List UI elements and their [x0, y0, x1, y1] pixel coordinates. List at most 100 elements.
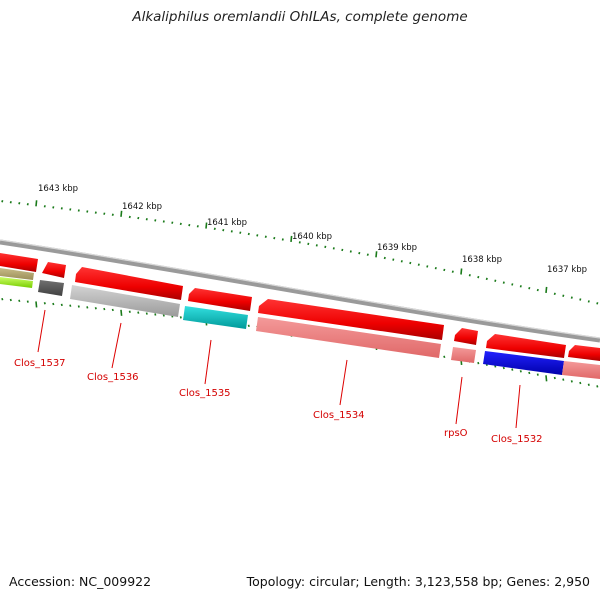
minor-tick [230, 230, 233, 233]
minor-tick [426, 265, 429, 268]
minor-tick [94, 211, 97, 214]
minor-tick [103, 307, 106, 311]
minor-tick [222, 228, 225, 232]
minor-tick [239, 231, 242, 234]
gene-label-clos-1536[interactable]: Clos_1536 [87, 372, 139, 383]
minor-tick [553, 292, 556, 296]
minor-tick [145, 312, 148, 315]
rna-feature-block[interactable] [451, 347, 476, 363]
minor-tick [341, 248, 344, 252]
minor-tick [26, 203, 29, 206]
cds-feature-arrow[interactable] [188, 288, 252, 311]
minor-tick [18, 202, 21, 205]
minor-tick [298, 241, 301, 244]
minor-tick [43, 301, 46, 305]
kbp-label-1643: 1643 kbp [38, 184, 78, 194]
minor-tick [494, 279, 497, 282]
kbp-label-1638: 1638 kbp [462, 255, 502, 265]
minor-tick [52, 206, 55, 209]
minor-tick [196, 225, 199, 228]
minor-tick [409, 261, 412, 265]
minor-tick [103, 212, 106, 215]
minor-tick [43, 205, 46, 208]
gene-leader-line [37, 309, 46, 353]
minor-tick [77, 305, 80, 308]
map-title: Alkaliphilus oremlandii OhILAs, complete… [132, 9, 468, 25]
minor-tick [60, 303, 63, 307]
minor-tick [349, 250, 352, 253]
gene-label-clos-1537[interactable]: Clos_1537 [14, 358, 66, 369]
cog-feature-block[interactable] [483, 351, 564, 375]
minor-tick [477, 361, 480, 365]
gene-label-clos-1532[interactable]: Clos_1532 [491, 434, 543, 445]
minor-tick [111, 213, 114, 216]
minor-tick [519, 285, 522, 288]
gene-leader-line [339, 359, 348, 406]
cds-feature-arrow[interactable] [42, 262, 66, 278]
minor-tick [162, 220, 165, 223]
major-tick [120, 309, 123, 316]
minor-tick [511, 283, 514, 286]
minor-tick [579, 381, 582, 385]
outer-scale-ticks [1, 200, 599, 305]
minor-tick [171, 221, 174, 224]
minor-tick [519, 370, 522, 373]
gene-label-rpso[interactable]: rpsO [444, 428, 468, 439]
minor-tick [596, 302, 599, 305]
minor-tick [502, 366, 505, 370]
minor-tick [18, 299, 21, 303]
minor-tick [570, 296, 573, 299]
gene-leader-line [515, 384, 521, 429]
inner-feature-track [0, 268, 600, 379]
cds-feature-arrow[interactable] [486, 334, 566, 358]
minor-tick [264, 235, 267, 238]
cds-feature-arrow[interactable] [258, 299, 444, 340]
genome-summary-text: Topology: circular; Length: 3,123,558 bp… [246, 574, 590, 589]
backbone-ring [0, 239, 600, 343]
minor-tick [86, 306, 89, 309]
minor-tick [562, 294, 565, 297]
minor-tick [128, 310, 131, 313]
minor-tick [324, 245, 327, 249]
major-tick [120, 210, 123, 217]
minor-tick [154, 219, 157, 222]
minor-tick [417, 263, 420, 266]
gene-label-clos-1534[interactable]: Clos_1534 [313, 410, 365, 421]
minor-tick [392, 258, 395, 261]
rna-feature-block[interactable] [562, 361, 600, 379]
cds-feature-arrow[interactable] [568, 345, 600, 361]
minor-tick [443, 268, 446, 272]
minor-tick [86, 210, 89, 213]
minor-tick [570, 380, 573, 383]
accession-text: Accession: NC_009922 [9, 574, 152, 589]
minor-tick [60, 207, 63, 210]
cog-feature-block[interactable] [0, 268, 34, 280]
major-tick [545, 375, 548, 382]
minor-tick [213, 227, 216, 231]
minor-tick [69, 208, 72, 211]
major-tick [35, 301, 38, 308]
kbp-label-1641: 1641 kbp [207, 218, 247, 228]
cog-feature-block[interactable] [70, 285, 180, 317]
minor-tick [315, 244, 318, 247]
minor-tick [511, 368, 514, 371]
minor-tick [366, 253, 369, 256]
minor-tick [77, 209, 80, 212]
cog-feature-block[interactable] [183, 306, 248, 329]
minor-tick [111, 308, 114, 312]
cds-feature-arrow[interactable] [75, 267, 183, 300]
minor-tick [145, 217, 148, 221]
minor-tick [9, 298, 12, 302]
cog-feature-block[interactable] [38, 280, 64, 296]
gene-label-clos-1535[interactable]: Clos_1535 [179, 388, 231, 399]
cds-feature-arrow[interactable] [0, 253, 38, 272]
minor-tick [596, 385, 599, 388]
rna-feature-block[interactable] [256, 317, 441, 358]
cog-feature-block[interactable] [0, 277, 33, 288]
cds-feature-arrow[interactable] [454, 328, 478, 345]
minor-tick [451, 270, 454, 273]
minor-tick [162, 314, 165, 317]
minor-tick [536, 288, 539, 292]
minor-tick [247, 324, 250, 328]
minor-tick [468, 274, 471, 277]
